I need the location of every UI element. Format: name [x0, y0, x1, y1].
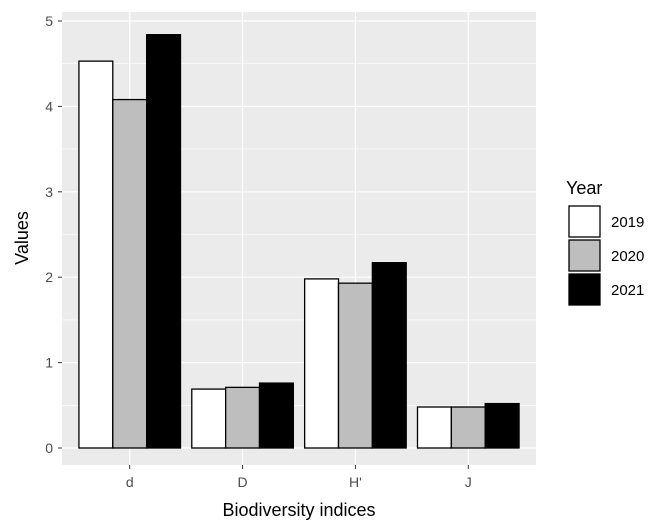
y-tick-label: 4 [45, 98, 53, 114]
bar-2021-0 [145, 34, 182, 449]
legend-key-2021 [568, 273, 601, 306]
bar-2019-3 [416, 406, 453, 449]
legend-title: Year [566, 178, 602, 198]
x-axis-title: Biodiversity indices [222, 500, 375, 520]
legend: Year 2019 2020 2021 [566, 178, 644, 306]
bar-2021-2 [371, 262, 407, 449]
y-tick-label: 5 [45, 13, 53, 29]
bar-2019-1 [191, 388, 227, 449]
bars [78, 34, 520, 449]
x-axis: d D H' J [126, 465, 472, 490]
y-axis-title: Values [12, 211, 32, 265]
y-tick-label: 2 [45, 269, 53, 285]
legend-label-2019: 2019 [611, 214, 644, 231]
bar-2020-2 [337, 282, 374, 449]
y-tick-label: 1 [45, 355, 53, 371]
bar-2021-3 [484, 402, 520, 449]
legend-key-2019 [568, 205, 601, 238]
bar-2021-1 [258, 382, 295, 449]
bar-2020-3 [450, 406, 486, 449]
legend-label-2021: 2021 [611, 282, 644, 299]
y-tick-label: 3 [45, 184, 53, 200]
bar-2020-1 [224, 386, 261, 449]
y-axis: 0 1 2 3 4 5 [45, 13, 62, 456]
bar-2020-0 [112, 98, 148, 449]
x-tick-label: J [465, 474, 472, 490]
y-tick-label: 0 [45, 440, 53, 456]
bar-2019-2 [303, 278, 340, 449]
x-tick-label: D [238, 474, 248, 490]
legend-label-2020: 2020 [611, 248, 644, 265]
bar-2019-0 [78, 60, 114, 449]
x-tick-label: H' [349, 474, 362, 490]
legend-key-2020 [568, 239, 601, 272]
x-tick-label: d [126, 474, 134, 490]
